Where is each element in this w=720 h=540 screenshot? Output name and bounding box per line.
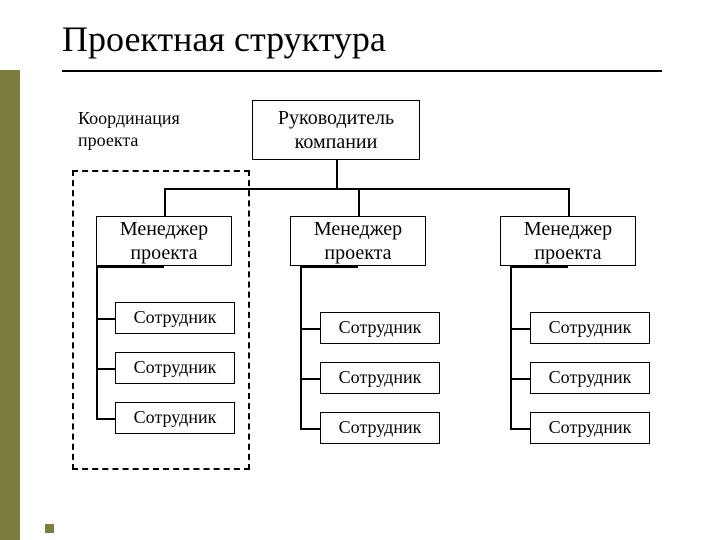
emp-h-2-1 — [510, 378, 530, 380]
root-line2: компании — [295, 131, 378, 153]
emp-h-0-0 — [96, 318, 115, 320]
employee-box-0-2: Сотрудник — [115, 402, 235, 434]
emp-h-2-2 — [510, 428, 530, 430]
conn-mgr-down-2 — [568, 188, 570, 216]
emp-h-1-1 — [300, 378, 320, 380]
conn-root-down — [336, 160, 338, 188]
manager-box-1: Менеджер проекта — [290, 216, 426, 266]
employee-box-1-0: Сотрудник — [320, 312, 440, 344]
conn-hbar — [164, 188, 568, 190]
employee-box-2-1: Сотрудник — [530, 362, 650, 394]
col-spine-2 — [510, 266, 512, 428]
manager-box-2: Менеджер проекта — [500, 216, 636, 266]
footer-bullet — [45, 524, 54, 533]
emp-h-1-2 — [300, 428, 320, 430]
col-spine-0 — [96, 266, 98, 418]
col-spine-1 — [300, 266, 302, 428]
coordination-label: Координация проекта — [78, 108, 180, 151]
page-title: Проектная структура — [62, 18, 386, 60]
col-top-h-2 — [510, 266, 568, 268]
employee-box-1-2: Сотрудник — [320, 412, 440, 444]
root-line1: Руководитель — [278, 107, 394, 129]
employee-box-2-2: Сотрудник — [530, 412, 650, 444]
emp-h-2-0 — [510, 328, 530, 330]
emp-h-1-0 — [300, 328, 320, 330]
root-box: Руководитель компании — [252, 100, 420, 160]
conn-mgr-down-1 — [358, 188, 360, 216]
col-top-h-1 — [300, 266, 358, 268]
coordination-label-line2: проекта — [78, 130, 138, 150]
emp-h-0-2 — [96, 418, 115, 420]
conn-mgr-down-0 — [164, 188, 166, 216]
employee-box-2-0: Сотрудник — [530, 312, 650, 344]
title-underline — [62, 70, 662, 72]
employee-box-0-0: Сотрудник — [115, 302, 235, 334]
emp-h-0-1 — [96, 368, 115, 370]
employee-box-0-1: Сотрудник — [115, 352, 235, 384]
col-top-h-0 — [96, 266, 164, 268]
employee-box-1-1: Сотрудник — [320, 362, 440, 394]
coordination-label-line1: Координация — [78, 108, 180, 128]
accent-strip — [0, 70, 20, 540]
manager-box-0: Менеджер проекта — [96, 216, 232, 266]
